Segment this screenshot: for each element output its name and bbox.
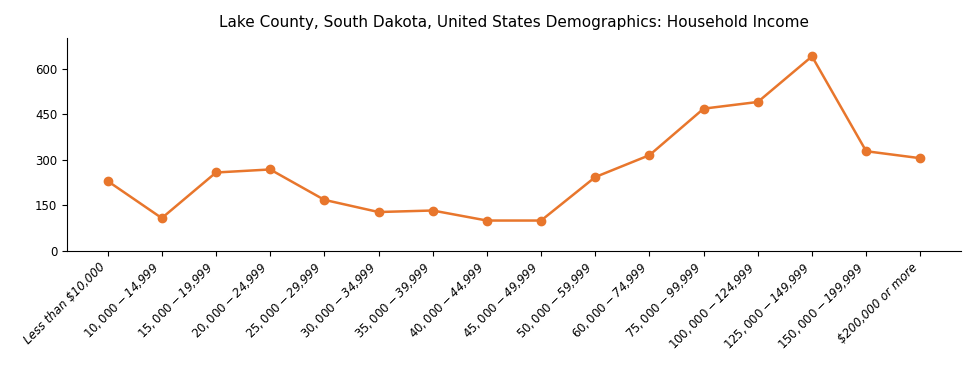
Title: Lake County, South Dakota, United States Demographics: Household Income: Lake County, South Dakota, United States… <box>219 15 809 30</box>
